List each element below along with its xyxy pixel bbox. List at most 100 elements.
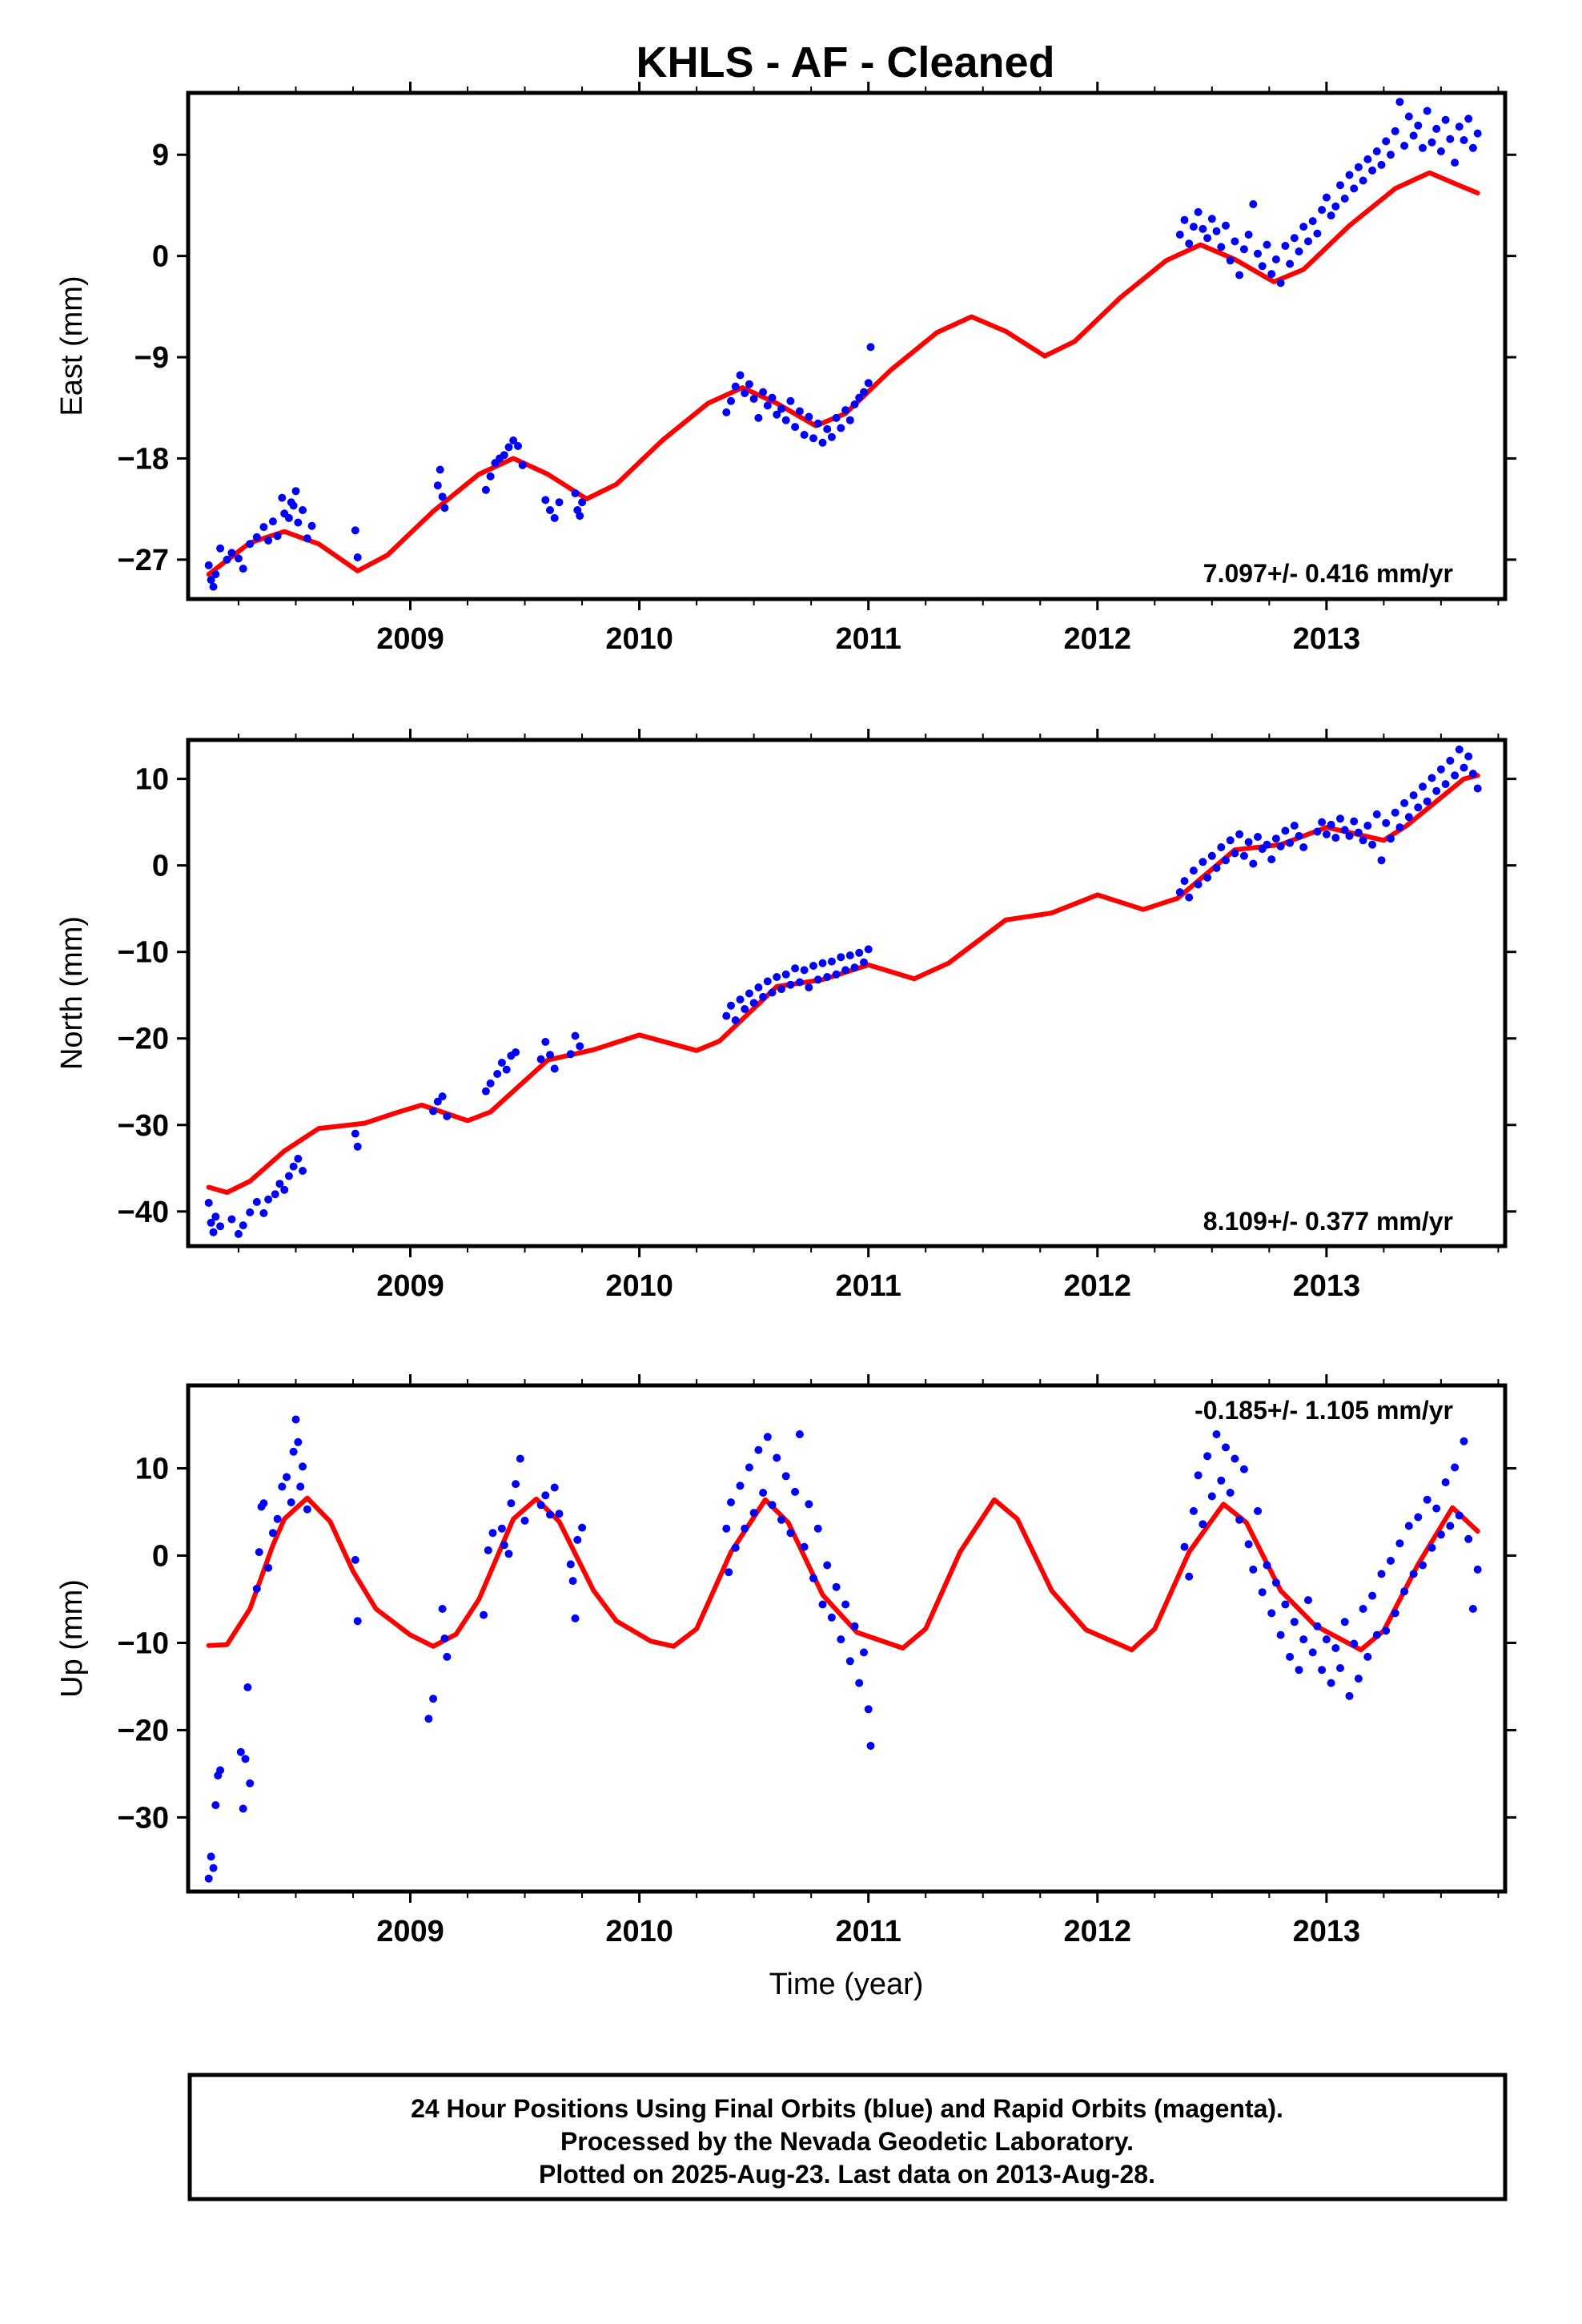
east-model-layer (206, 170, 1480, 577)
up-data-point (1249, 1565, 1258, 1574)
east-data-point (204, 561, 213, 569)
north-data-point (805, 983, 813, 991)
north-data-point (541, 1038, 550, 1046)
north-data-point (777, 985, 785, 994)
east-data-point (850, 400, 859, 408)
north-data-point (1382, 818, 1391, 827)
up-data-point (1404, 1522, 1413, 1530)
east-data-point (1217, 243, 1226, 251)
east-points-layer (204, 98, 1482, 591)
up-data-point (1189, 1506, 1198, 1515)
east-y-tick-label: −27 (118, 544, 169, 577)
east-data-point (514, 442, 522, 450)
east-data-point (800, 431, 809, 439)
up-data-point (440, 1634, 449, 1642)
up-data-point (424, 1715, 433, 1723)
north-data-point (1231, 849, 1239, 858)
east-data-point (1308, 217, 1317, 226)
up-data-point (291, 1415, 300, 1424)
east-data-point (1175, 231, 1184, 239)
up-data-point (768, 1501, 777, 1510)
north-y-tick-label: −30 (118, 1109, 169, 1143)
up-data-point (512, 1480, 520, 1489)
east-data-point (1363, 155, 1372, 163)
up-data-point (1231, 1454, 1239, 1463)
up-data-point (827, 1613, 836, 1622)
north-data-point (1189, 866, 1198, 875)
up-data-point (507, 1499, 516, 1508)
up-ylabel: Up (mm) (55, 1579, 89, 1698)
east-data-point (1409, 131, 1418, 140)
up-data-point (727, 1498, 735, 1506)
east-ylabel: East (mm) (55, 275, 89, 416)
up-data-point (573, 1535, 582, 1544)
up-data-point (1276, 1630, 1285, 1639)
east-data-point (1313, 229, 1322, 238)
east-data-point (1231, 237, 1239, 246)
up-data-point (241, 1755, 250, 1763)
up-data-point (1432, 1504, 1441, 1513)
up-data-point (1468, 1605, 1477, 1613)
north-data-point (209, 1228, 218, 1236)
up-data-point (1441, 1478, 1450, 1486)
east-data-point (1271, 255, 1280, 263)
north-data-point (1327, 820, 1335, 829)
north-data-point (813, 975, 822, 984)
up-data-point (278, 1482, 287, 1491)
east-y-tick-label: −18 (118, 442, 169, 476)
east-data-point (1400, 142, 1409, 150)
north-data-point (727, 1001, 735, 1010)
up-data-point (1313, 1622, 1322, 1630)
east-data-point (1377, 160, 1386, 169)
east-data-point (555, 498, 564, 507)
north-data-point (841, 966, 850, 975)
up-data-point (1345, 1691, 1354, 1700)
north-data-point (1199, 858, 1207, 866)
up-data-point (1336, 1664, 1344, 1672)
east-data-point (1387, 151, 1395, 159)
up-data-point (1340, 1618, 1349, 1626)
north-data-point (818, 959, 827, 967)
up-data-point (268, 1529, 277, 1538)
north-data-point (1295, 831, 1303, 840)
north-data-point (502, 1065, 511, 1074)
north-model-layer (206, 773, 1480, 1195)
north-data-point (759, 992, 768, 1001)
up-data-point (845, 1657, 854, 1666)
up-data-point (353, 1617, 362, 1626)
east-data-point (860, 388, 868, 396)
east-data-point (731, 382, 740, 391)
north-x-tick-label: 2010 (605, 1269, 673, 1303)
north-data-point (1400, 798, 1409, 807)
up-model-curve (206, 1495, 1480, 1653)
north-data-point (1340, 826, 1349, 834)
up-data-point (1460, 1437, 1468, 1445)
east-data-point (1203, 234, 1212, 243)
up-data-point (823, 1561, 832, 1570)
east-data-point (246, 540, 255, 549)
north-data-point (284, 1172, 293, 1180)
up-data-point (786, 1529, 795, 1538)
up-data-point (480, 1610, 488, 1619)
north-data-point (481, 1087, 490, 1096)
east-x-tick-label: 2010 (605, 622, 673, 656)
up-data-point (1451, 1463, 1460, 1472)
east-data-point (1244, 231, 1253, 239)
east-data-point (289, 501, 298, 510)
up-data-point (497, 1524, 506, 1533)
up-data-point (209, 1864, 218, 1872)
east-data-point (1304, 237, 1312, 246)
up-data-point (273, 1514, 282, 1523)
north-data-point (1451, 771, 1460, 780)
up-data-point (443, 1652, 452, 1661)
east-data-point (1199, 224, 1207, 233)
up-points-layer (204, 1415, 1482, 1883)
north-data-point (1276, 842, 1285, 850)
north-data-point (497, 1059, 506, 1067)
up-data-point (541, 1491, 550, 1500)
north-data-point (1387, 834, 1395, 843)
up-data-point (550, 1483, 559, 1492)
east-data-point (1267, 270, 1276, 279)
up-data-point (754, 1445, 763, 1454)
up-data-point (1322, 1635, 1331, 1644)
